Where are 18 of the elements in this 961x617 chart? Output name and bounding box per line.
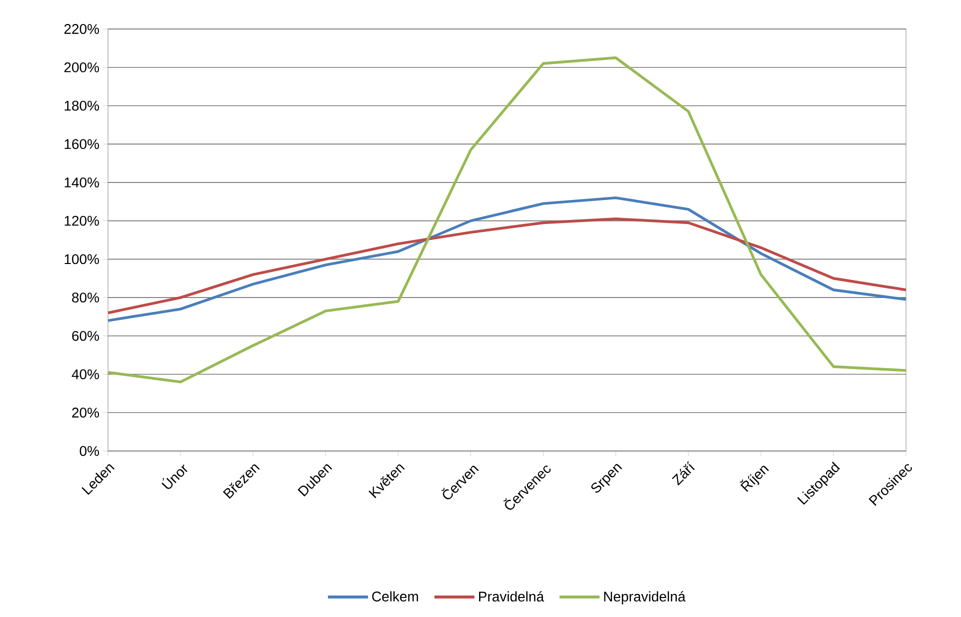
y-tick-label: 60% — [72, 330, 99, 341]
legend-label: Nepravidelná — [604, 591, 686, 604]
y-tick-label: 180% — [64, 100, 99, 111]
line-series — [108, 196, 906, 322]
y-tick-label: 40% — [72, 369, 99, 380]
legend-label: Celkem — [372, 591, 418, 602]
legend-label: Pravidelná — [479, 591, 544, 602]
y-tick-label: 140% — [64, 177, 99, 188]
y-tick-label: 80% — [72, 292, 99, 303]
y-tick-label: 20% — [72, 408, 99, 418]
y-tick-label: 0% — [80, 446, 99, 456]
line-series — [108, 218, 906, 314]
y-tick-label: 100% — [64, 254, 99, 264]
line-series — [108, 56, 906, 384]
y-tick-label: 160% — [64, 139, 99, 150]
y-tick-label: 220% — [64, 24, 99, 34]
y-tick-label: 120% — [64, 216, 99, 226]
y-tick-label: 200% — [64, 62, 99, 72]
